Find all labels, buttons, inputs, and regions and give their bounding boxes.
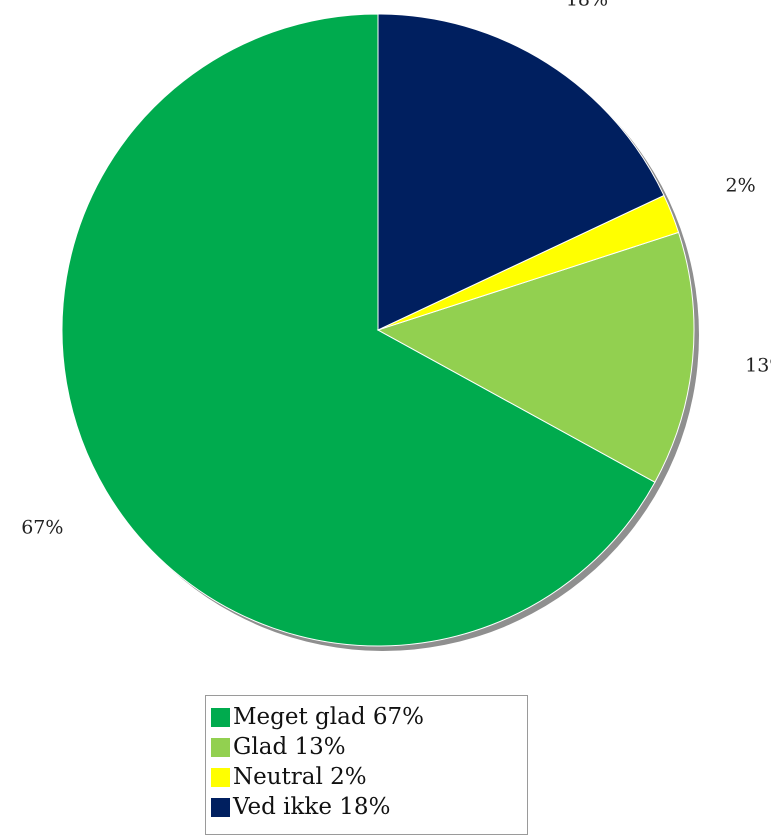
slice-value-label: 13% bbox=[745, 355, 771, 377]
legend-item: Ved ikke 18% bbox=[211, 792, 527, 822]
legend-label: Ved ikke 18% bbox=[233, 794, 391, 820]
legend-item: Glad 13% bbox=[211, 732, 527, 762]
slice-value-label: 2% bbox=[726, 174, 756, 196]
legend-label: Glad 13% bbox=[233, 734, 346, 760]
pie-slices bbox=[61, 13, 695, 647]
legend-swatch bbox=[211, 767, 230, 787]
pie-slice-glad bbox=[376, 231, 695, 483]
slice-value-label: 67% bbox=[21, 517, 63, 539]
pie-slice-ved-ikke bbox=[377, 13, 665, 331]
chart-legend: Meget glad 67% Glad 13% Neutral 2% Ved ikke… bbox=[205, 695, 528, 835]
slice-value-label: 18% bbox=[566, 0, 608, 11]
legend-item: Meget glad 67% bbox=[211, 702, 527, 732]
legend-label: Neutral 2% bbox=[233, 764, 367, 790]
pie-slice-meget-glad bbox=[61, 13, 656, 647]
legend-swatch bbox=[211, 737, 230, 757]
legend-item: Neutral 2% bbox=[211, 762, 527, 792]
legend-swatch bbox=[211, 707, 230, 727]
legend-swatch bbox=[211, 797, 230, 817]
legend-label: Meget glad 67% bbox=[233, 704, 424, 730]
pie-slice-labels: 67% 13% 2% 18% bbox=[21, 0, 771, 539]
